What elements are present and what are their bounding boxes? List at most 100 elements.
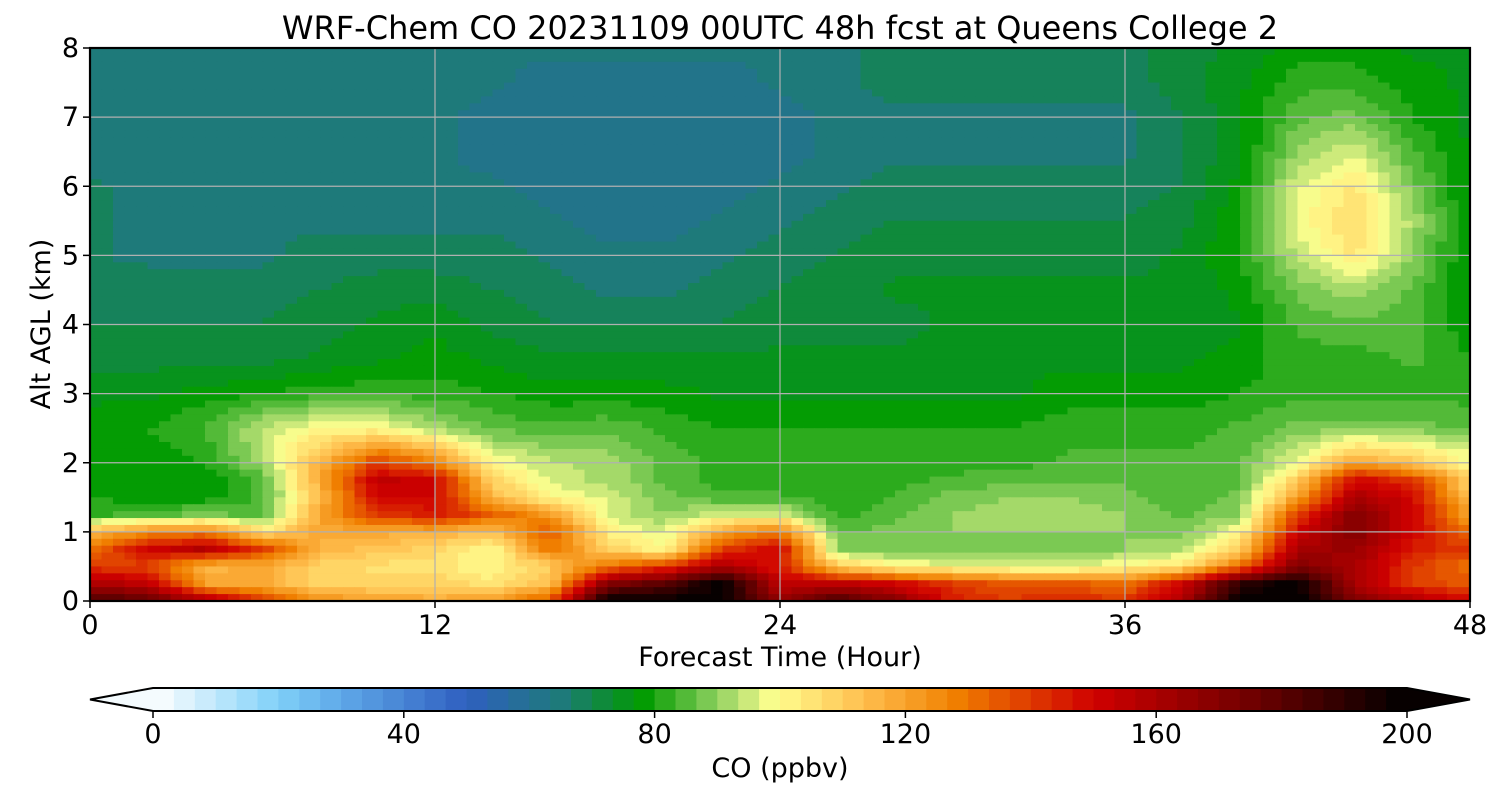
heatmap-cell: [182, 172, 195, 180]
heatmap-cell: [274, 68, 287, 77]
heatmap-cell: [745, 117, 758, 125]
heatmap-cell: [1263, 289, 1276, 298]
heatmap-cell: [941, 48, 954, 56]
heatmap-cell: [297, 68, 310, 77]
heatmap-cell: [182, 193, 195, 201]
heatmap-cell: [987, 227, 1000, 236]
heatmap-cell: [1378, 172, 1391, 180]
heatmap-cell: [699, 262, 712, 270]
heatmap-cell: [895, 296, 908, 305]
heatmap-cell: [320, 200, 333, 208]
heatmap-cell: [1447, 310, 1460, 319]
heatmap-cell: [653, 269, 666, 277]
heatmap-cell: [1125, 296, 1138, 305]
heatmap-cell: [872, 200, 885, 208]
heatmap-cell: [481, 193, 494, 201]
heatmap-cell: [814, 200, 827, 208]
heatmap-cell: [366, 89, 379, 97]
heatmap-cell: [412, 234, 425, 243]
heatmap-cell: [354, 165, 367, 174]
heatmap-cell: [860, 255, 873, 263]
heatmap-cell: [458, 227, 471, 236]
heatmap-cell: [90, 124, 103, 132]
heatmap-cell: [1056, 96, 1069, 104]
heatmap-cell: [170, 234, 183, 243]
heatmap-cell: [1010, 262, 1023, 270]
heatmap-cell: [527, 317, 540, 326]
heatmap-cell: [550, 262, 563, 270]
heatmap-cell: [803, 61, 816, 70]
heatmap-cell: [1079, 165, 1092, 174]
heatmap-cell: [573, 262, 586, 270]
heatmap-cell: [1297, 262, 1310, 270]
heatmap-cell: [1159, 172, 1172, 180]
heatmap-cell: [1332, 283, 1345, 291]
heatmap-cell: [642, 310, 655, 319]
heatmap-cell: [297, 206, 310, 215]
heatmap-cell: [607, 48, 620, 56]
heatmap-cell: [1228, 68, 1241, 77]
heatmap-cell: [1355, 82, 1368, 91]
heatmap-cell: [1297, 200, 1310, 208]
heatmap-cell: [630, 186, 643, 194]
heatmap-cell: [101, 248, 114, 256]
heatmap-cell: [550, 283, 563, 291]
heatmap-cell: [285, 324, 298, 333]
heatmap-cell: [987, 289, 1000, 298]
heatmap-cell: [883, 110, 896, 118]
heatmap-cell: [1412, 296, 1425, 305]
heatmap-cell: [205, 262, 218, 270]
heatmap-cell: [1343, 317, 1356, 326]
heatmap-cell: [1102, 137, 1115, 146]
heatmap-cell: [262, 103, 275, 111]
heatmap-cell: [722, 151, 735, 160]
heatmap-cell: [584, 54, 597, 63]
heatmap-cell: [377, 54, 390, 63]
heatmap-cell: [1228, 324, 1241, 333]
heatmap-cell: [1148, 110, 1161, 118]
heatmap-cell: [435, 117, 448, 125]
heatmap-cell: [826, 241, 839, 250]
heatmap-cell: [883, 241, 896, 250]
heatmap-cell: [1389, 227, 1402, 236]
heatmap-cell: [1424, 262, 1437, 270]
heatmap-cell: [895, 61, 908, 70]
heatmap-cell: [699, 179, 712, 187]
heatmap-cell: [665, 110, 678, 118]
heatmap-cell: [1378, 186, 1391, 194]
heatmap-cell: [573, 151, 586, 160]
heatmap-cell: [929, 110, 942, 118]
heatmap-cell: [883, 158, 896, 167]
heatmap-cell: [1148, 89, 1161, 97]
heatmap-cell: [665, 296, 678, 305]
heatmap-cell: [136, 110, 149, 118]
heatmap-cell: [1205, 324, 1218, 333]
heatmap-cell: [1378, 151, 1391, 160]
heatmap-cell: [274, 303, 287, 312]
heatmap-cell: [147, 269, 160, 277]
heatmap-cell: [1228, 103, 1241, 111]
heatmap-cell: [722, 248, 735, 256]
heatmap-cell: [1067, 283, 1080, 291]
heatmap-cell: [1125, 96, 1138, 104]
heatmap-cell: [630, 248, 643, 256]
heatmap-cell: [1274, 276, 1287, 284]
heatmap-cell: [1171, 130, 1184, 139]
heatmap-cell: [1044, 283, 1057, 291]
heatmap-cell: [90, 296, 103, 305]
heatmap-cell: [1343, 248, 1356, 256]
heatmap-cell: [872, 117, 885, 125]
heatmap-cell: [941, 289, 954, 298]
heatmap-cell: [906, 234, 919, 243]
heatmap-cell: [1320, 103, 1333, 111]
heatmap-cell: [998, 179, 1011, 187]
heatmap-cell: [941, 317, 954, 326]
heatmap-cell: [101, 200, 114, 208]
heatmap-cell: [676, 68, 689, 77]
heatmap-cell: [1136, 234, 1149, 243]
heatmap-cell: [791, 158, 804, 167]
heatmap-cell: [320, 213, 333, 222]
heatmap-cell: [1412, 137, 1425, 146]
heatmap-cell: [481, 283, 494, 291]
heatmap-cell: [1090, 255, 1103, 263]
